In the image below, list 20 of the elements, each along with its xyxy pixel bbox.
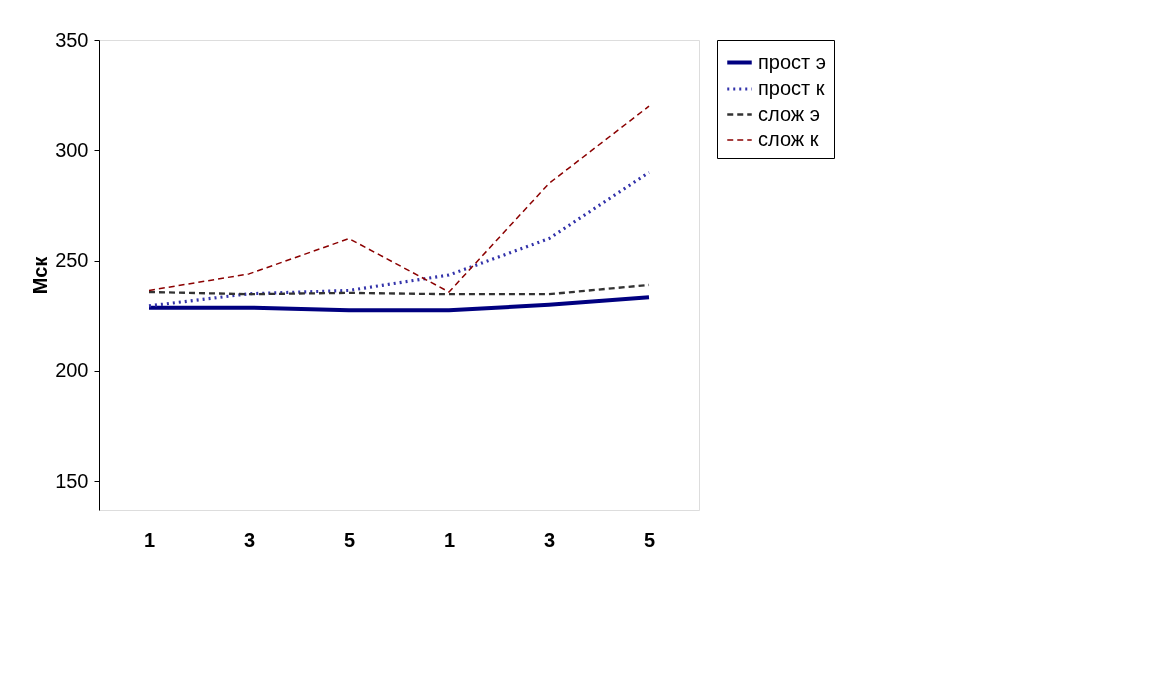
y-tick-label: 250 [55,249,89,272]
legend-label: слож к [758,128,819,150]
line-series [147,170,651,308]
x-tick-label: 3 [243,528,256,551]
y-tick-label: 150 [55,469,89,492]
legend-label: прост э [758,50,826,73]
x-tick-label: 5 [643,528,656,551]
line-series [147,283,651,296]
y-axis-title: Мск [29,255,52,295]
x-tick-label: 1 [143,528,156,551]
y-tick-label: 200 [55,359,89,382]
y-tick-label: 300 [55,138,89,161]
x-tick-label: 3 [543,528,556,551]
x-tick-label: 5 [343,528,356,551]
y-tick-label: 350 [55,28,89,51]
legend-label: прост к [758,77,825,99]
line-series [148,105,650,293]
legend-label: слож э [758,102,820,125]
x-tick-label: 1 [443,528,456,551]
line-series [147,295,651,313]
